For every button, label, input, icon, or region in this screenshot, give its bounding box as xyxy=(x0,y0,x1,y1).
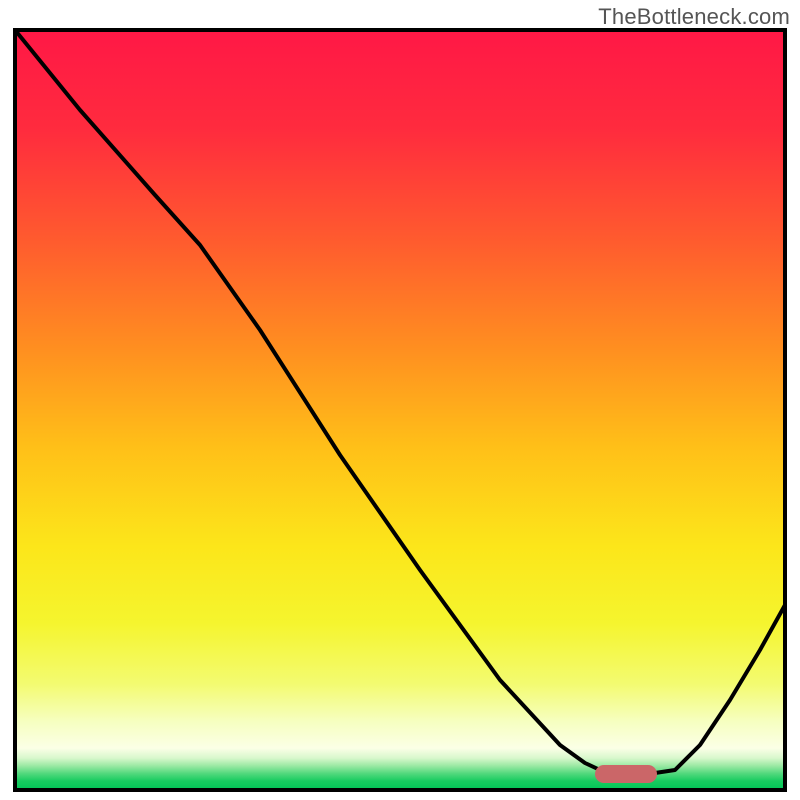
bottleneck-chart xyxy=(0,0,800,800)
gradient-background xyxy=(15,30,785,790)
chart-container: { "watermark": { "text": "TheBottleneck.… xyxy=(0,0,800,800)
watermark-text: TheBottleneck.com xyxy=(598,4,790,30)
optimal-range-marker xyxy=(595,765,657,783)
